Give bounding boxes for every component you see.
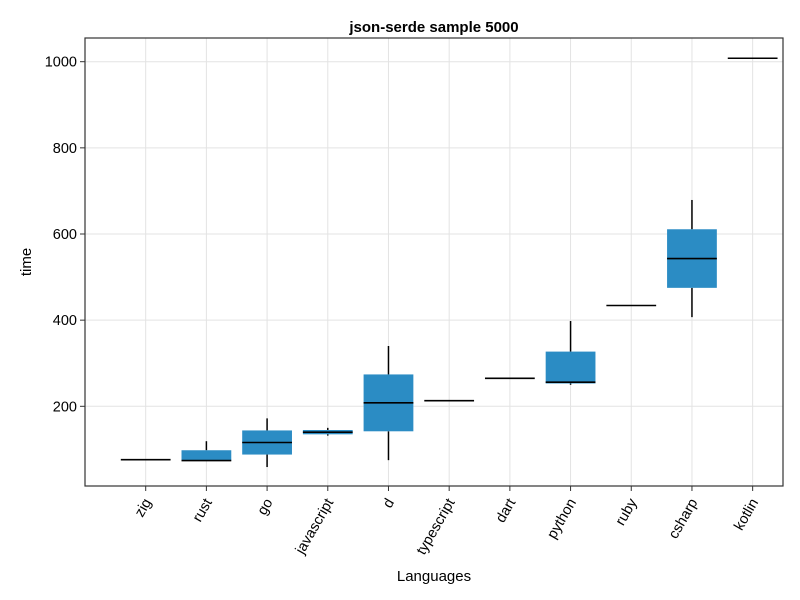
box-go	[242, 418, 292, 468]
x-tick-label-go: go	[255, 496, 277, 518]
box-d	[363, 346, 414, 461]
box-iqr	[545, 351, 596, 384]
plot-frame	[84, 37, 784, 487]
y-tick-label: 1000	[45, 55, 77, 71]
box-rust	[181, 441, 232, 462]
grid-lines	[85, 38, 783, 486]
y-tick-label: 800	[53, 141, 77, 157]
y-tick-label: 600	[53, 227, 77, 243]
x-tick-label-kotlin: kotlin	[731, 496, 762, 533]
x-tick-label-rust: rust	[190, 496, 216, 525]
x-tick-label-d: d	[380, 496, 398, 511]
x-tick-label-zig: zig	[132, 496, 155, 520]
x-tick-label-javascript: javascript	[292, 496, 337, 558]
x-axis-label: Languages	[397, 568, 471, 585]
x-tick-label-typescript: typescript	[414, 496, 459, 558]
chart-title: json-serde sample 5000	[348, 19, 518, 36]
x-tick-label-ruby: ruby	[613, 495, 641, 528]
y-tick-label: 200	[53, 399, 77, 415]
x-tick-label-dart: dart	[493, 496, 519, 526]
y-tick-label: 400	[53, 313, 77, 329]
box-csharp	[667, 199, 717, 318]
plot-area	[120, 57, 778, 468]
box-javascript	[302, 427, 353, 436]
box-python	[545, 321, 596, 385]
y-axis-label: time	[18, 248, 35, 276]
x-tick-label-csharp: csharp	[666, 496, 702, 542]
box-iqr	[181, 450, 232, 461]
x-tick-label-python: python	[544, 496, 580, 542]
